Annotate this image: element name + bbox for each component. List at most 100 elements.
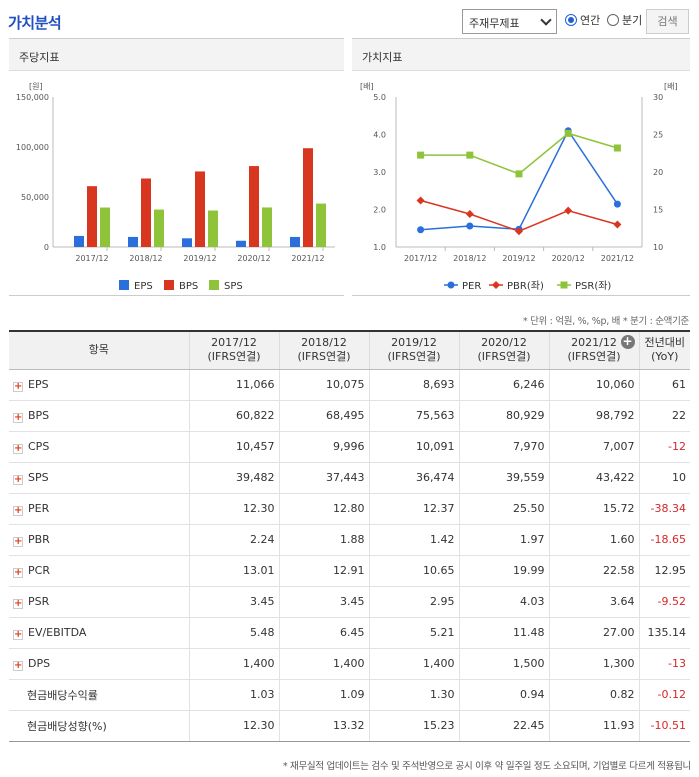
row-label-cell[interactable]: + SPS bbox=[9, 462, 189, 494]
bar-eps bbox=[182, 238, 192, 247]
expand-plus-icon[interactable]: + bbox=[13, 504, 23, 516]
bar-eps bbox=[290, 236, 300, 247]
table-cell: 6,246 bbox=[458, 369, 549, 401]
table-cell: 0.94 bbox=[458, 679, 549, 711]
col-header-basis-label: (IFRS연결) bbox=[297, 350, 351, 364]
bar-eps bbox=[128, 236, 138, 247]
point-psr bbox=[613, 144, 621, 152]
table-cell: 6.45 bbox=[278, 617, 369, 649]
bar-sps bbox=[100, 207, 110, 247]
value-line-chart: [배] [배] 5.0 30 4.0 25 3.0 20 2.0 15 1.0 10 2017/12 20… bbox=[360, 82, 678, 292]
x-tick-label: 2020/12 bbox=[237, 254, 270, 263]
table-row: 현금배당수익률 1.03 1.09 1.30 0.94 0.82 -0.12 bbox=[9, 679, 690, 711]
yoy-cell: 135.14 bbox=[638, 617, 690, 649]
table-cell: 3.45 bbox=[188, 586, 279, 618]
table-cell: 3.64 bbox=[548, 586, 639, 618]
table-cell: 68,495 bbox=[278, 400, 369, 432]
col-header-basis-label: (IFRS연결) bbox=[567, 350, 621, 364]
point-psr bbox=[417, 151, 425, 159]
row-label-cell[interactable]: + PCR bbox=[9, 555, 189, 587]
table-row: + PBR 2.24 1.88 1.42 1.97 1.60 -18.65 bbox=[9, 524, 690, 556]
table-cell: 15.23 bbox=[368, 710, 459, 742]
y-tick-label: 150,000 bbox=[16, 93, 49, 102]
col-header-year-label: 2018/12 bbox=[301, 336, 347, 350]
col-header-year: 2017/12 (IFRS연결) bbox=[188, 330, 279, 370]
table-cell: 1,400 bbox=[188, 648, 279, 680]
per-share-panel: 주당지표 [원] 150,000 100,000 50,000 0 2017/12 2018… bbox=[9, 38, 344, 296]
table-cell: 8,693 bbox=[368, 369, 459, 401]
row-label-cell[interactable]: + DPS bbox=[9, 648, 189, 680]
yoy-cell: -13 bbox=[638, 648, 690, 680]
point-pbr bbox=[564, 206, 573, 215]
bar-bps bbox=[195, 171, 205, 247]
row-label-cell[interactable]: + EV/EBITDA bbox=[9, 617, 189, 649]
expand-plus-icon[interactable]: + bbox=[13, 566, 23, 578]
table-cell: 5.48 bbox=[188, 617, 279, 649]
search-button[interactable]: 검색 bbox=[646, 9, 689, 34]
radio-annual[interactable]: 연간 bbox=[565, 12, 600, 28]
table-cell: 75,563 bbox=[368, 400, 459, 432]
y-axis-right-unit-label: [배] bbox=[664, 82, 678, 91]
row-label-cell[interactable]: + PBR bbox=[9, 524, 189, 556]
table-cell: 39,559 bbox=[458, 462, 549, 494]
bar-sps bbox=[262, 207, 272, 247]
y-tick-label: 50,000 bbox=[21, 193, 49, 202]
add-column-icon[interactable]: + bbox=[620, 334, 635, 349]
expand-plus-icon[interactable]: + bbox=[13, 411, 23, 423]
table-row: + PSR 3.45 3.45 2.95 4.03 3.64 -9.52 bbox=[9, 586, 690, 618]
table-cell: 13.32 bbox=[278, 710, 369, 742]
row-label-cell[interactable]: + CPS bbox=[9, 431, 189, 463]
y-tick-label: 0 bbox=[44, 243, 49, 252]
legend-label: PBR(좌) bbox=[507, 280, 544, 292]
table-cell: 4.03 bbox=[458, 586, 549, 618]
point-per bbox=[613, 200, 621, 208]
table-cell: 13.01 bbox=[188, 555, 279, 587]
expand-plus-icon[interactable]: + bbox=[13, 380, 23, 392]
col-header-year-label: 2019/12 bbox=[391, 336, 437, 350]
x-tick-label: 2017/12 bbox=[404, 254, 437, 263]
table-cell: 60,822 bbox=[188, 400, 279, 432]
legend-swatch-sps bbox=[209, 280, 219, 290]
x-tick-label: 2017/12 bbox=[75, 254, 108, 263]
table-cell: 25.50 bbox=[458, 493, 549, 525]
expand-plus-icon[interactable]: + bbox=[13, 628, 23, 640]
radio-quarter[interactable]: 분기 bbox=[607, 12, 642, 28]
y-tick-right-label: 15 bbox=[653, 206, 663, 215]
series-line-psr bbox=[420, 132, 618, 175]
row-label: 현금배당수익률 bbox=[27, 688, 98, 702]
table-cell: 1.30 bbox=[368, 679, 459, 711]
y-tick-left-label: 2.0 bbox=[373, 206, 386, 215]
col-header-year-label: 2017/12 bbox=[211, 336, 257, 350]
row-label: PBR bbox=[28, 532, 50, 546]
table-row: + BPS 60,822 68,495 75,563 80,929 98,792 22 bbox=[9, 400, 690, 432]
legend-label: PSR(좌) bbox=[575, 280, 611, 292]
footer-note: * 재무실적 업데이트는 검수 및 주석반영으로 공시 이후 약 일주일 정도 … bbox=[282, 761, 691, 772]
col-header-basis-label: (IFRS연결) bbox=[387, 350, 441, 364]
col-header-year-label: 2021/12 bbox=[571, 336, 617, 350]
table-cell: 36,474 bbox=[368, 462, 459, 494]
bar-bps bbox=[87, 186, 97, 247]
col-header-year-label: 2020/12 bbox=[481, 336, 527, 350]
chevron-down-icon bbox=[540, 14, 552, 26]
yoy-cell: -9.52 bbox=[638, 586, 690, 618]
value-panel: 가치지표 [배] [배] 5.0 30 4.0 25 3.0 20 2.0 15 1.0 10 2017… bbox=[352, 38, 690, 296]
table-cell: 12.30 bbox=[188, 493, 279, 525]
point-per bbox=[466, 222, 474, 230]
statement-type-select[interactable]: 주재무제표 bbox=[462, 9, 557, 34]
table-cell: 43,422 bbox=[548, 462, 639, 494]
row-label-cell[interactable]: + EPS bbox=[9, 369, 189, 401]
expand-plus-icon[interactable]: + bbox=[13, 659, 23, 671]
x-tick-label: 2021/12 bbox=[601, 254, 634, 263]
expand-plus-icon[interactable]: + bbox=[13, 473, 23, 485]
expand-plus-icon[interactable]: + bbox=[13, 442, 23, 454]
row-label-cell[interactable]: + BPS bbox=[9, 400, 189, 432]
y-tick-left-label: 3.0 bbox=[373, 168, 386, 177]
expand-plus-icon[interactable]: + bbox=[13, 535, 23, 547]
point-pbr bbox=[416, 196, 425, 205]
row-label-cell[interactable]: + PER bbox=[9, 493, 189, 525]
table-cell: 11.48 bbox=[458, 617, 549, 649]
row-label-cell[interactable]: + PSR bbox=[9, 586, 189, 618]
table-cell: 10.65 bbox=[368, 555, 459, 587]
table-cell: 1.42 bbox=[368, 524, 459, 556]
expand-plus-icon[interactable]: + bbox=[13, 597, 23, 609]
